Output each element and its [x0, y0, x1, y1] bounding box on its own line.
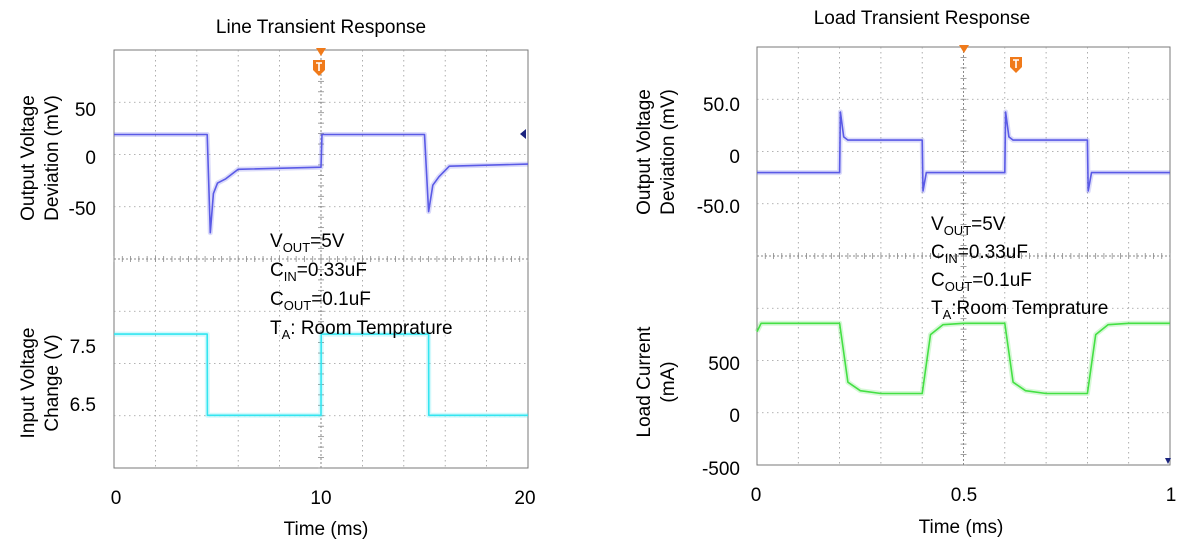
load-xtick: 0.5	[951, 485, 977, 506]
line-transient-figure: Line Transient Response 50 0 -50 7.5 6.5 0 10 2…	[18, 17, 536, 540]
load-bottom-ylabel-line1: Load Current	[634, 326, 655, 438]
annotation-subscript: OUT	[945, 279, 973, 294]
load-top-ytick: -50.0	[697, 197, 740, 218]
load-annotation-line: TA:Room Temprature	[931, 298, 1108, 322]
annotation-symbol: T	[270, 318, 282, 339]
annotation-value: : Room Temprature	[290, 318, 452, 339]
annotation-symbol: V	[270, 231, 283, 252]
annotation-value: =5V	[971, 214, 1006, 235]
annotation-subscript: OUT	[944, 223, 972, 238]
line-xlabel: Time (ms)	[284, 519, 369, 540]
line-chart-title: Line Transient Response	[216, 17, 426, 38]
load-top-ylabel: Output Voltage Deviation (mV)	[634, 89, 679, 215]
line-output-series	[114, 132, 529, 236]
line-bottom-trace	[114, 333, 528, 417]
load-output-series	[757, 109, 1170, 194]
load-xlabel: Time (ms)	[919, 517, 1004, 538]
annotation-subscript: OUT	[283, 240, 311, 255]
annotation-value: =0.33uF	[297, 260, 367, 281]
load-annotation-line: VOUT=5V	[931, 214, 1006, 238]
load-transient-figure: Load Transient Response 50.0 0 -50.0 500 0 -5…	[634, 8, 1176, 538]
line-top-ytick: 0	[85, 148, 96, 169]
line-top-ylabel-line2: Deviation (mV)	[42, 95, 63, 221]
line-input-series	[114, 331, 528, 418]
line-annotation-line: COUT=0.1uF	[270, 289, 371, 313]
load-bottom-ytick: -500	[702, 459, 740, 480]
load-bottom-ylabel: Load Current (mA)	[634, 326, 679, 438]
load-xtick: 0	[751, 485, 762, 506]
line-annotation-line: CIN=0.33uF	[270, 260, 367, 284]
load-annotation-line: COUT=0.1uF	[931, 270, 1032, 294]
annotation-symbol: C	[270, 260, 284, 281]
load-output-trace	[757, 111, 1170, 192]
annotation-symbol: T	[931, 298, 943, 319]
trigger-position-icon	[316, 48, 326, 56]
load-bottom-ytick: 500	[708, 354, 740, 375]
load-top-ylabel-line2: Deviation (mV)	[658, 89, 679, 215]
annotation-subscript: OUT	[284, 298, 312, 313]
line-bottom-ylabel-line2: Change (V)	[42, 334, 63, 431]
line-annotation-line: VOUT=5V	[270, 231, 345, 255]
line-xtick: 20	[514, 488, 535, 509]
annotation-subscript: A	[282, 327, 291, 342]
trigger-glyph	[316, 62, 322, 71]
line-bottom-ytick: 7.5	[70, 337, 96, 358]
reference-marker-icon	[1165, 458, 1171, 464]
line-top-ylabel: Output Voltage Deviation (mV)	[18, 95, 63, 221]
annotation-symbol: C	[931, 270, 945, 291]
line-top-ytick: 50	[75, 100, 96, 121]
line-bottom-ytick: 6.5	[70, 395, 96, 416]
load-top-ytick: 0	[729, 147, 740, 168]
annotation-value: =5V	[310, 231, 345, 252]
annotation-subscript: IN	[284, 269, 297, 284]
annotation-value: =0.1uF	[972, 270, 1032, 291]
line-bottom-ylabel-line1: Input Voltage	[18, 328, 39, 439]
reference-marker-icon	[520, 129, 526, 139]
annotation-value: =0.33uF	[958, 242, 1028, 263]
line-xtick: 0	[111, 488, 122, 509]
line-top-ytick: -50	[69, 199, 96, 220]
load-bottom-trace	[756, 322, 1170, 395]
load-tick-labels: 50.0 0 -50.0 500 0 -500 0 0.5 1	[697, 45, 1177, 506]
annotation-subscript: IN	[945, 251, 958, 266]
line-xtick: 10	[310, 488, 331, 509]
trigger-position-icon	[959, 45, 969, 53]
annotation-symbol: C	[270, 289, 284, 310]
annotation-symbol: C	[931, 242, 945, 263]
load-xtick: 1	[1166, 485, 1177, 506]
line-bottom-ylabel: Input Voltage Change (V)	[18, 328, 63, 439]
load-current-series	[754, 320, 1170, 396]
line-tick-labels: 50 0 -50 7.5 6.5 0 10 20	[69, 48, 536, 509]
line-output-trace	[114, 133, 529, 234]
load-top-ytick: 50.0	[703, 95, 740, 116]
annotation-subscript: A	[943, 307, 952, 322]
load-chart-title: Load Transient Response	[814, 8, 1031, 29]
trigger-glyph	[1013, 59, 1019, 68]
line-annotation-line: TA: Room Temprature	[270, 318, 453, 342]
load-annotation-line: CIN=0.33uF	[931, 242, 1028, 266]
annotation-value: =0.1uF	[311, 289, 371, 310]
load-top-ylabel-line1: Output Voltage	[634, 89, 655, 215]
load-bottom-ylabel-line2: (mA)	[658, 361, 679, 402]
load-gridlines	[756, 46, 1171, 466]
load-bottom-ytick: 0	[729, 406, 740, 427]
annotation-value: :Room Temprature	[951, 298, 1108, 319]
line-top-ylabel-line1: Output Voltage	[18, 95, 39, 221]
annotation-symbol: V	[931, 214, 944, 235]
